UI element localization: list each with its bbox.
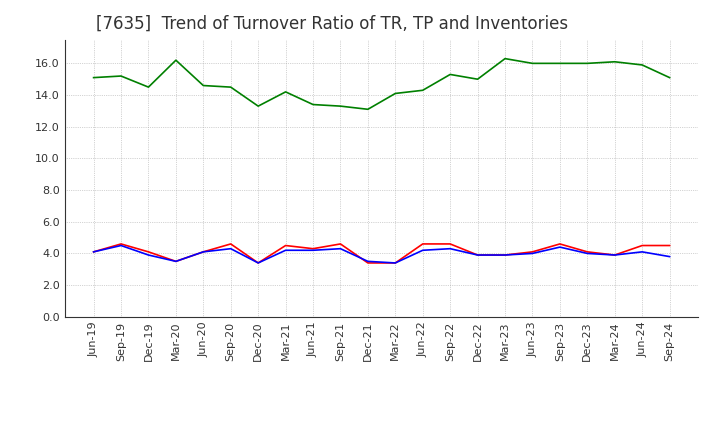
Inventories [611, 59, 619, 64]
Trade Payables [199, 249, 207, 254]
Inventories [89, 75, 98, 80]
Trade Payables [144, 253, 153, 258]
Trade Receivables [473, 253, 482, 258]
Inventories [500, 56, 509, 61]
Trade Receivables [556, 241, 564, 246]
Line: Trade Payables: Trade Payables [94, 246, 670, 263]
Trade Receivables [528, 249, 537, 254]
Trade Receivables [583, 249, 592, 254]
Text: [7635]  Trend of Turnover Ratio of TR, TP and Inventories: [7635] Trend of Turnover Ratio of TR, TP… [96, 15, 569, 33]
Trade Payables [638, 249, 647, 254]
Trade Payables [117, 243, 125, 248]
Inventories [309, 102, 318, 107]
Trade Receivables [199, 249, 207, 254]
Trade Receivables [117, 241, 125, 246]
Trade Receivables [638, 243, 647, 248]
Inventories [144, 84, 153, 90]
Inventories [117, 73, 125, 79]
Inventories [364, 106, 372, 112]
Inventories [665, 75, 674, 80]
Inventories [583, 61, 592, 66]
Inventories [254, 103, 263, 109]
Trade Payables [336, 246, 345, 251]
Trade Payables [391, 260, 400, 266]
Trade Payables [226, 246, 235, 251]
Inventories [336, 103, 345, 109]
Inventories [282, 89, 290, 95]
Trade Receivables [282, 243, 290, 248]
Trade Payables [364, 259, 372, 264]
Trade Receivables [446, 241, 454, 246]
Line: Trade Receivables: Trade Receivables [94, 244, 670, 263]
Inventories [226, 84, 235, 90]
Inventories [391, 91, 400, 96]
Trade Payables [254, 260, 263, 266]
Inventories [556, 61, 564, 66]
Trade Receivables [364, 260, 372, 266]
Trade Receivables [226, 241, 235, 246]
Trade Payables [171, 259, 180, 264]
Trade Payables [282, 248, 290, 253]
Trade Receivables [418, 241, 427, 246]
Trade Payables [473, 253, 482, 258]
Trade Receivables [254, 260, 263, 266]
Inventories [446, 72, 454, 77]
Trade Receivables [171, 259, 180, 264]
Trade Receivables [336, 241, 345, 246]
Trade Payables [89, 249, 98, 254]
Trade Receivables [144, 249, 153, 254]
Trade Receivables [309, 246, 318, 251]
Trade Receivables [611, 253, 619, 258]
Trade Payables [446, 246, 454, 251]
Inventories [638, 62, 647, 68]
Trade Payables [418, 248, 427, 253]
Trade Payables [583, 251, 592, 256]
Line: Inventories: Inventories [94, 59, 670, 109]
Trade Receivables [89, 249, 98, 254]
Trade Payables [665, 254, 674, 259]
Trade Payables [556, 245, 564, 250]
Inventories [528, 61, 537, 66]
Trade Payables [611, 253, 619, 258]
Inventories [199, 83, 207, 88]
Inventories [171, 58, 180, 63]
Trade Payables [500, 253, 509, 258]
Trade Payables [309, 248, 318, 253]
Trade Payables [528, 251, 537, 256]
Inventories [473, 77, 482, 82]
Trade Receivables [500, 253, 509, 258]
Inventories [418, 88, 427, 93]
Trade Receivables [665, 243, 674, 248]
Trade Receivables [391, 260, 400, 266]
